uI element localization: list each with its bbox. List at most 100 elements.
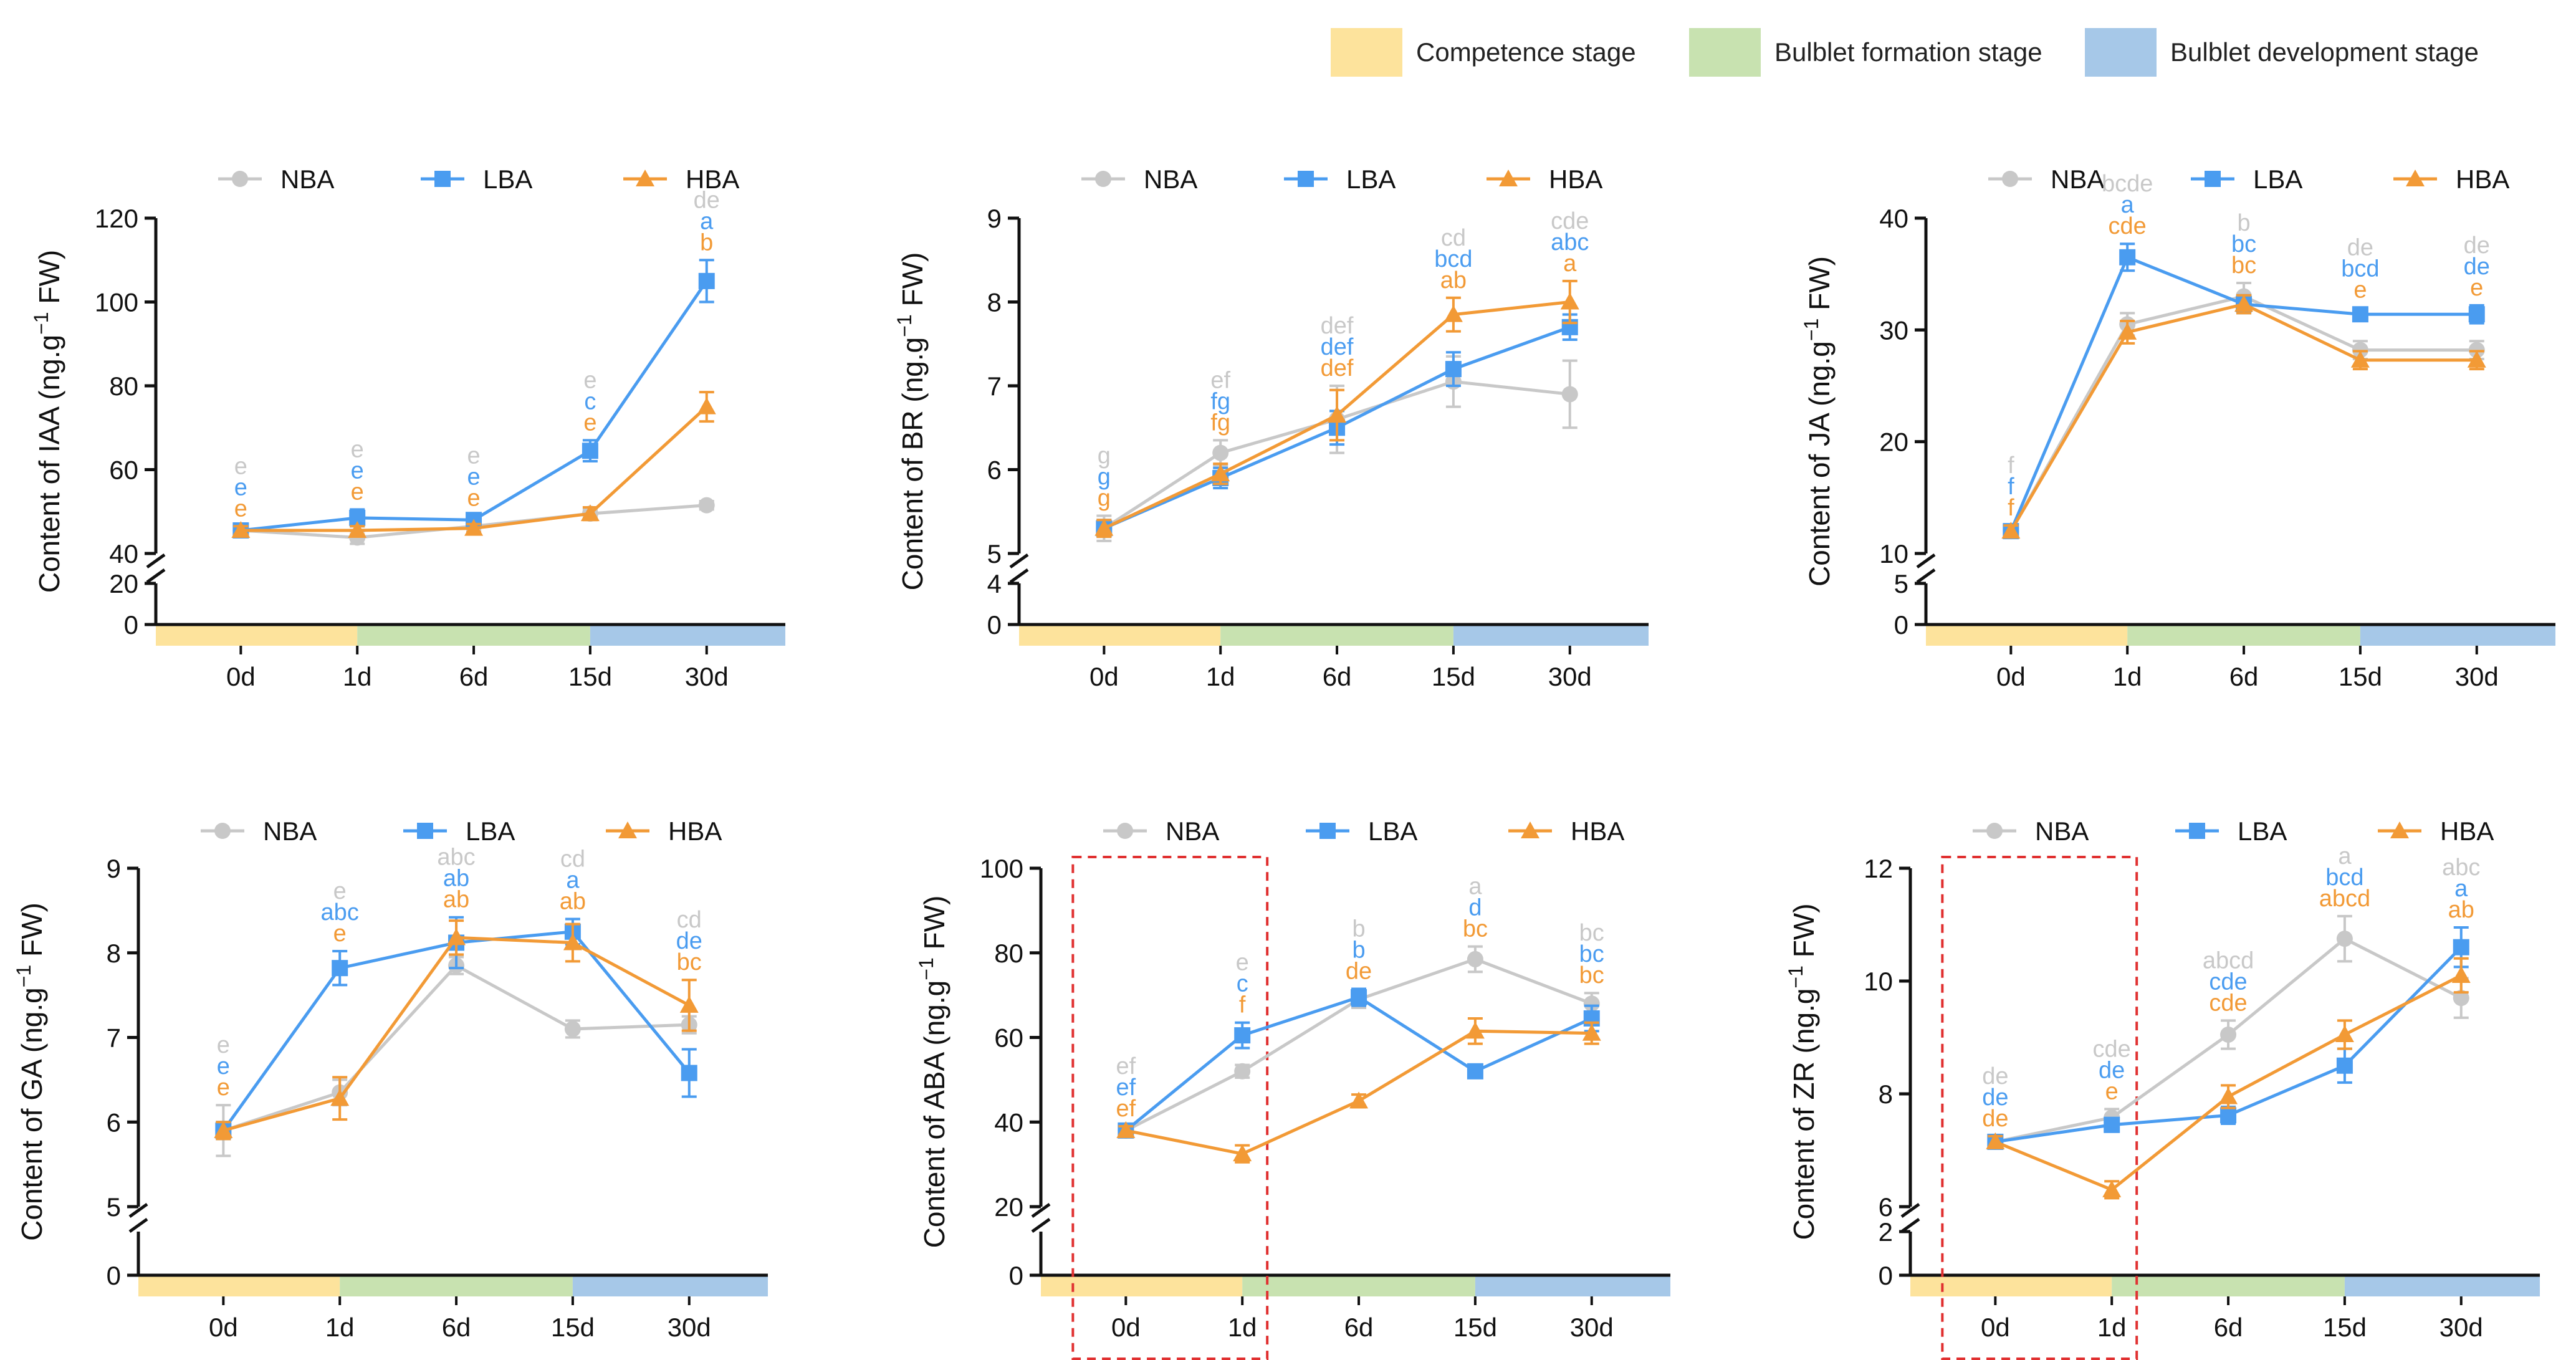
significance-letter-nba: abcd bbox=[2203, 947, 2254, 974]
significance-letter-hba: de bbox=[1346, 958, 1372, 984]
marker-hba bbox=[2234, 295, 2254, 312]
marker-nba bbox=[214, 823, 231, 839]
legend-label-lba: LBA bbox=[2238, 816, 2287, 846]
marker-nba bbox=[698, 497, 715, 514]
significance-letter-nba: e bbox=[583, 367, 596, 393]
y-tick-label: 5 bbox=[987, 539, 1002, 568]
y-tick-label: 100 bbox=[980, 854, 1023, 883]
y-tick-label: 5 bbox=[1894, 569, 1908, 598]
x-tick-label: 0d bbox=[226, 662, 256, 691]
marker-nba bbox=[1095, 171, 1111, 187]
y-tick-label: 40 bbox=[109, 539, 138, 568]
legend-label-hba: HBA bbox=[1571, 816, 1624, 846]
y-tick-label: 5 bbox=[107, 1192, 121, 1222]
x-tick-label: 15d bbox=[1432, 662, 1475, 691]
marker-nba bbox=[1986, 823, 2003, 839]
x-tick-label: 1d bbox=[2097, 1313, 2127, 1342]
y-tick-label: 60 bbox=[994, 1023, 1023, 1053]
marker-nba bbox=[2220, 1026, 2237, 1043]
significance-letter-lba: e bbox=[351, 457, 364, 484]
significance-letter-nba: de bbox=[2464, 232, 2490, 259]
marker-lba bbox=[582, 443, 598, 459]
x-tick-label: 15d bbox=[1453, 1313, 1497, 1342]
marker-hba bbox=[2406, 170, 2425, 186]
legend-label-lba: LBA bbox=[483, 165, 532, 194]
stage-strip-formation bbox=[340, 1274, 573, 1296]
x-tick-label: 1d bbox=[343, 662, 372, 691]
significance-letter-hba: ab bbox=[1440, 267, 1467, 294]
series-line-hba bbox=[2009, 302, 2477, 532]
development-stage-label: Bulblet development stage bbox=[2170, 37, 2479, 67]
legend-label-lba: LBA bbox=[1368, 816, 1417, 846]
stage-strip-competence bbox=[1926, 623, 2128, 646]
series-line-lba bbox=[1124, 995, 1592, 1132]
y-tick-label: 6 bbox=[1879, 1192, 1893, 1222]
axis-break-mark bbox=[1916, 553, 1936, 569]
marker-nba bbox=[1561, 386, 1578, 403]
y-tick-label: 8 bbox=[987, 288, 1002, 317]
significance-letter-nba: cde bbox=[2093, 1036, 2131, 1062]
marker-lba bbox=[2336, 1057, 2353, 1074]
significance-letter-lba: e bbox=[467, 464, 480, 490]
marker-lba bbox=[2220, 1107, 2237, 1124]
x-tick-label: 15d bbox=[2323, 1313, 2367, 1342]
marker-nba bbox=[1234, 1063, 1251, 1080]
significance-letter-hba: e bbox=[583, 409, 596, 436]
legend-label-nba: NBA bbox=[1166, 816, 1219, 846]
chart-panel-ga: 5 6 7 8 9 0 0d 1d 6d 15d 30d Content of GA (ng.g−1 … bbox=[12, 816, 768, 1342]
significance-letter-hba: e bbox=[467, 485, 480, 511]
y-tick-label: 12 bbox=[1864, 854, 1893, 883]
axis-break-mark bbox=[128, 1217, 148, 1233]
axis-break-mark bbox=[1031, 1202, 1051, 1219]
significance-letter-nba: e bbox=[234, 453, 247, 479]
marker-hba bbox=[1521, 821, 1539, 838]
marker-lba bbox=[2468, 306, 2485, 323]
axis-break-mark bbox=[1031, 1217, 1051, 1233]
y-axis-title: Content of ZR (ng.g−1 FW) bbox=[1784, 903, 1820, 1240]
x-tick-label: 0d bbox=[1111, 1313, 1141, 1342]
marker-lba bbox=[434, 171, 451, 187]
x-tick-label: 6d bbox=[442, 1313, 471, 1342]
development-stage-swatch bbox=[2085, 28, 2157, 77]
significance-letter-nba: ef bbox=[1116, 1053, 1136, 1080]
significance-letter-lba: bcd bbox=[2341, 256, 2379, 282]
significance-letter-nba: cd bbox=[677, 907, 702, 933]
x-tick-label: 0d bbox=[1996, 662, 2026, 691]
marker-nba bbox=[2336, 931, 2353, 947]
stage-strip-development bbox=[2344, 1274, 2540, 1296]
marker-lba bbox=[332, 960, 348, 977]
marker-hba bbox=[1094, 519, 1114, 536]
significance-letter-nba: f bbox=[2008, 453, 2014, 479]
stage-strip-formation bbox=[1242, 1274, 1475, 1296]
marker-hba bbox=[1116, 1121, 1136, 1138]
legend-label-nba: NBA bbox=[2035, 816, 2089, 846]
legend-label-lba: LBA bbox=[466, 816, 515, 846]
y-tick-label: 10 bbox=[1864, 967, 1893, 996]
significance-letter-hba: ef bbox=[1116, 1096, 1136, 1122]
marker-hba bbox=[1986, 1132, 2005, 1149]
legend-label-hba: HBA bbox=[686, 165, 739, 194]
stage-strip-development bbox=[1475, 1274, 1670, 1296]
marker-hba bbox=[2451, 965, 2471, 983]
significance-letter-nba: cde bbox=[1551, 208, 1589, 234]
marker-hba bbox=[1582, 1023, 1601, 1041]
marker-hba bbox=[2118, 322, 2137, 340]
stage-strip-development bbox=[572, 1274, 768, 1296]
significance-letter-nba: a bbox=[2338, 843, 2352, 869]
significance-letter-nba: e bbox=[1236, 950, 1249, 976]
legend-label-nba: NBA bbox=[2051, 165, 2104, 194]
y-tick-label: 9 bbox=[107, 854, 121, 883]
x-tick-label: 0d bbox=[209, 1313, 238, 1342]
significance-letter-hba: ab bbox=[2448, 897, 2474, 923]
x-tick-label: 30d bbox=[1570, 1313, 1614, 1342]
x-tick-label: 6d bbox=[2229, 662, 2259, 691]
stage-strip-competence bbox=[1910, 1274, 2112, 1296]
marker-hba bbox=[1465, 1022, 1485, 1039]
significance-letter-lba: b bbox=[1352, 937, 1365, 963]
x-tick-label: 0d bbox=[1981, 1313, 2010, 1342]
y-tick-label: 0 bbox=[124, 610, 138, 639]
significance-letter-lba: abc bbox=[1551, 229, 1589, 256]
significance-letter-hba: e bbox=[333, 921, 347, 947]
significance-letter-nba: def bbox=[1321, 313, 1354, 339]
stage-strip-development bbox=[2360, 623, 2555, 646]
